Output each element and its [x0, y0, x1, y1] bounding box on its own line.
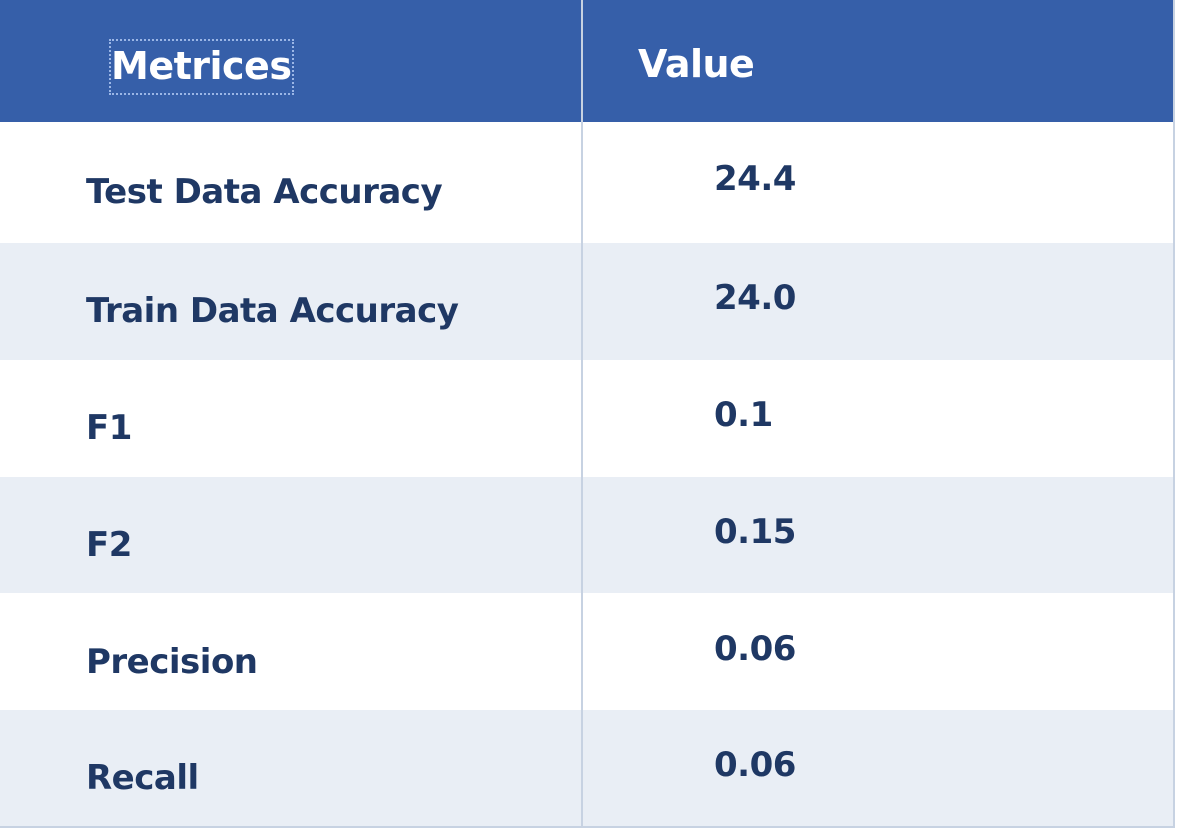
table-row: Train Data Accuracy 24.0 [0, 242, 1174, 360]
header-row: Metrices Value [0, 0, 1174, 122]
table-row: F2 0.15 [0, 476, 1174, 594]
value-cell: 0.06 [582, 593, 1174, 711]
metric-name: Recall [86, 758, 199, 799]
metric-value: 24.0 [714, 278, 796, 319]
table-row: Test Data Accuracy 24.4 [0, 122, 1174, 243]
value-cell: 24.4 [582, 122, 1174, 243]
value-cell: 0.06 [582, 710, 1174, 827]
metric-name: Precision [86, 641, 258, 682]
value-cell: 0.1 [582, 359, 1174, 477]
header-value-label: Value [638, 42, 755, 86]
metric-value: 0.15 [714, 511, 796, 552]
metric-cell: Precision [0, 593, 583, 711]
table-row: F1 0.1 [0, 359, 1174, 477]
table-row: Precision 0.06 [0, 593, 1174, 711]
metric-value: 0.06 [714, 745, 796, 786]
metric-cell: Recall [0, 710, 583, 827]
table-row: Recall 0.06 [0, 710, 1174, 827]
metric-name: F2 [86, 524, 132, 565]
metric-name: Train Data Accuracy [86, 291, 459, 332]
header-value: Value [582, 0, 1174, 122]
metric-value: 0.06 [714, 628, 796, 669]
metric-cell: F1 [0, 359, 583, 477]
header-metrices: Metrices [0, 0, 583, 122]
metric-cell: Test Data Accuracy [0, 122, 583, 243]
value-cell: 24.0 [582, 242, 1174, 360]
metric-value: 0.1 [714, 395, 773, 436]
metric-cell: Train Data Accuracy [0, 242, 583, 360]
metric-name: Test Data Accuracy [86, 172, 443, 213]
metric-name: F1 [86, 408, 132, 449]
metric-value: 24.4 [714, 159, 796, 200]
metric-cell: F2 [0, 476, 583, 594]
header-metrices-label[interactable]: Metrices [109, 39, 295, 95]
value-cell: 0.15 [582, 476, 1174, 594]
